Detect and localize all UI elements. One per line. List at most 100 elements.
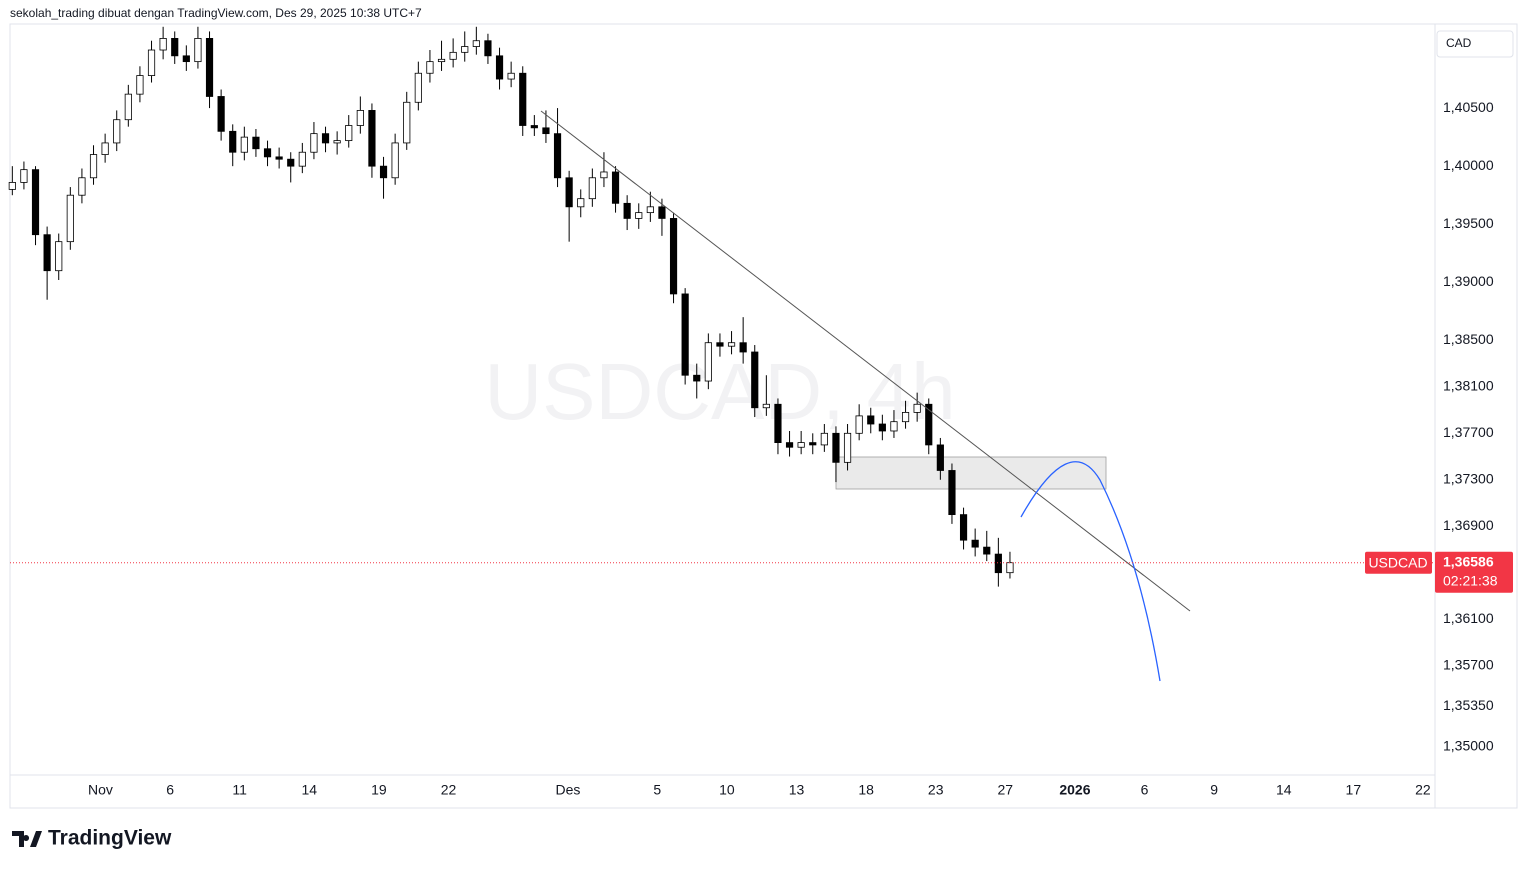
x-tick-label: 17	[1346, 782, 1362, 798]
pane-border	[9, 23, 1518, 809]
last-price-label: 1,36586	[1443, 553, 1494, 569]
y-tick-label: 1,37300	[1443, 470, 1494, 486]
candle-body	[913, 403, 921, 413]
candle-body	[31, 169, 40, 236]
y-tick-label: 1,40000	[1443, 157, 1494, 173]
x-tick-label: 13	[789, 782, 805, 798]
candle-body	[751, 351, 759, 409]
candle-body	[843, 432, 852, 463]
candle-body	[403, 101, 411, 144]
candle-body	[704, 342, 712, 382]
candle-body	[600, 171, 608, 179]
candle-body	[855, 415, 863, 434]
candle-body	[820, 432, 828, 446]
candle-body	[693, 374, 701, 382]
candle-body	[925, 403, 933, 446]
candle-body	[310, 133, 318, 153]
x-tick-label: 2026	[1059, 782, 1090, 798]
candle-body	[623, 202, 631, 219]
x-tick-label: 18	[858, 782, 874, 798]
candle-body	[774, 403, 782, 443]
candle-body	[635, 212, 643, 219]
candle-body	[809, 442, 817, 446]
x-tick-label: 10	[719, 782, 735, 798]
x-tick-label: 19	[371, 782, 387, 798]
header: sekolah_trading dibuat dengan TradingVie…	[10, 6, 422, 20]
candle-body	[66, 194, 74, 243]
y-tick-label: 1,36100	[1443, 610, 1494, 626]
candle-body	[588, 177, 596, 200]
candle-body	[901, 411, 910, 423]
candle-body	[437, 58, 446, 63]
candle-body	[252, 136, 260, 150]
x-tick-label: 5	[653, 782, 661, 798]
x-tick-label: 22	[441, 782, 457, 798]
candle-body	[147, 49, 156, 76]
y-tick-label: 1,40500	[1443, 99, 1494, 115]
candle-body	[611, 171, 620, 204]
candle-body	[472, 40, 480, 47]
zone-rectangle	[835, 456, 1107, 490]
candle-body	[449, 51, 457, 60]
candle-body	[797, 442, 805, 448]
candle-body	[287, 158, 295, 167]
candle-body	[136, 75, 144, 95]
y-tick-label: 1,39500	[1443, 215, 1494, 231]
candle-body	[669, 218, 678, 295]
candle-body	[101, 142, 109, 155]
candle-body	[484, 40, 492, 57]
y-tick-label: 1,35350	[1443, 697, 1494, 713]
candle-body	[171, 38, 179, 57]
projection-curve	[1020, 461, 1161, 682]
symbol-label-bg	[1365, 551, 1432, 574]
x-tick-label: Des	[556, 782, 581, 798]
y-tick-label: 1,35700	[1443, 656, 1494, 672]
price-label-bg	[1435, 551, 1513, 593]
candle-body	[716, 342, 724, 347]
candle-body	[356, 110, 364, 126]
x-tick-label: 6	[166, 782, 174, 798]
y-tick-label: 1,39000	[1443, 273, 1494, 289]
candle-body	[530, 125, 538, 129]
x-tick-label: 23	[928, 782, 944, 798]
candle-body	[391, 142, 399, 179]
candle-body	[240, 136, 248, 153]
candle-body	[565, 177, 573, 208]
logo: TradingView	[12, 827, 172, 850]
candle-body	[681, 293, 689, 376]
candle-body	[321, 133, 330, 144]
candle-body	[461, 46, 469, 53]
trend-line	[540, 110, 1191, 612]
candle-body	[333, 140, 341, 144]
candle-body	[43, 234, 51, 272]
candle-body	[182, 55, 190, 63]
candle-body	[727, 342, 736, 347]
candle-body	[20, 169, 28, 183]
candle-body	[971, 539, 979, 548]
candle-body	[414, 72, 422, 103]
candle-body	[159, 38, 167, 51]
x-tick-label: 11	[232, 782, 247, 798]
candle-body	[194, 38, 202, 63]
candle-body	[762, 403, 770, 409]
candle-body	[263, 148, 272, 158]
candle-body	[229, 130, 237, 153]
y-tick-label: 1,38100	[1443, 378, 1494, 394]
y-tick-label: 1,36900	[1443, 517, 1494, 533]
candle-body	[519, 72, 527, 126]
x-tick-label: 6	[1141, 782, 1149, 798]
candle-body	[948, 470, 956, 516]
candle-body	[89, 154, 98, 179]
candle-body	[553, 133, 562, 179]
candle-body	[78, 177, 86, 196]
candle-body	[217, 96, 225, 132]
candle-body	[542, 127, 550, 135]
candle-body	[1006, 562, 1014, 574]
currency[interactable]: CAD	[1446, 36, 1472, 50]
candle-body	[495, 55, 504, 80]
x-tick-label: 27	[998, 782, 1014, 798]
candle-body	[298, 151, 306, 167]
candle-body	[890, 421, 898, 432]
candle-body	[646, 206, 654, 214]
currency-box[interactable]	[1436, 30, 1514, 58]
